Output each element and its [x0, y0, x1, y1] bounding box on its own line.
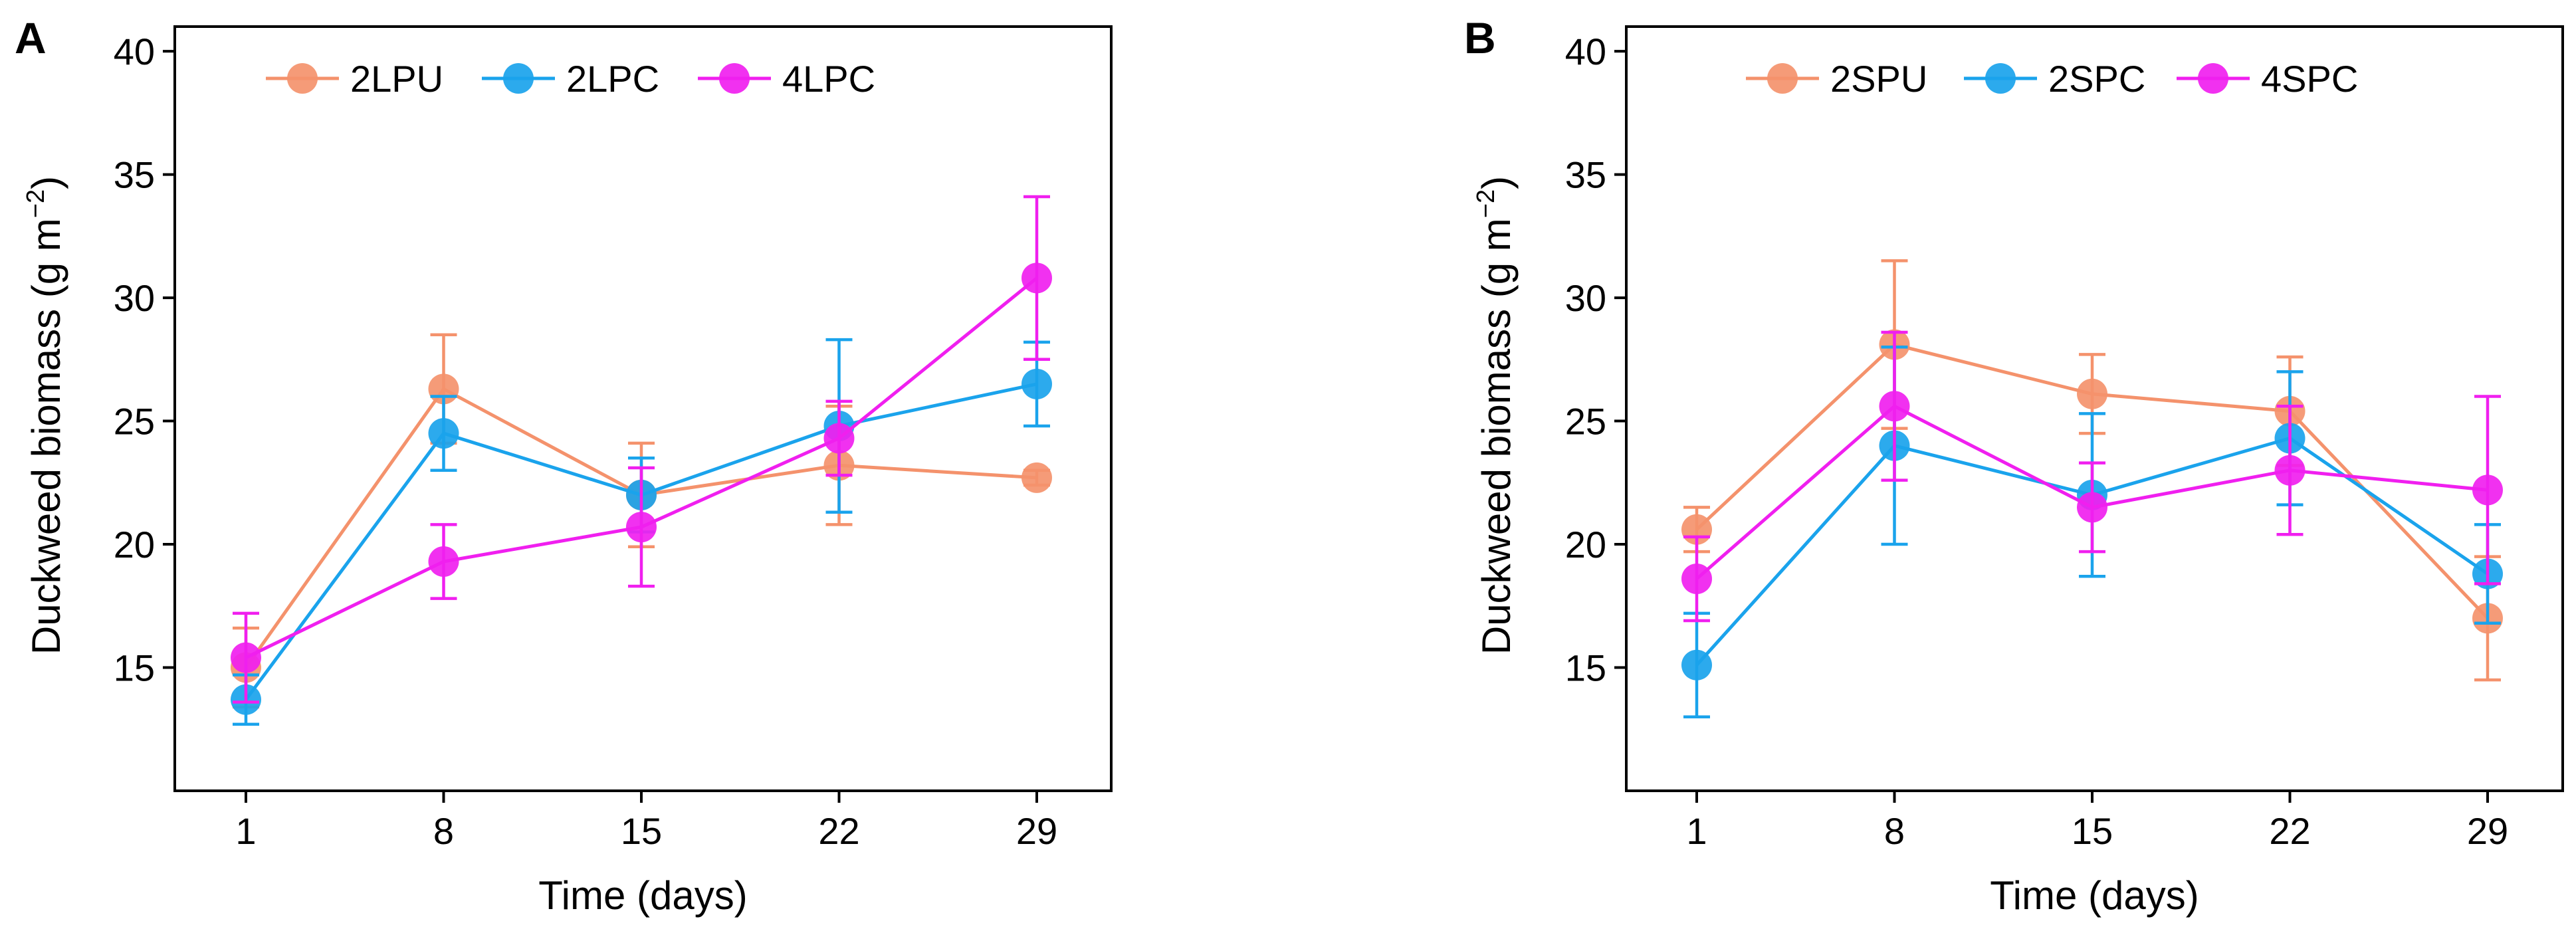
series-4SPC	[1681, 330, 2503, 623]
data-point	[231, 642, 261, 673]
plot-frame	[173, 25, 1113, 792]
data-point	[2077, 378, 2107, 409]
y-tick-label: 15	[1565, 647, 1606, 689]
y-tick-label: 30	[1565, 277, 1606, 319]
y-tick-label: 35	[1565, 154, 1606, 196]
x-tick-label: 1	[235, 810, 256, 852]
y-tick-label: 25	[114, 401, 155, 443]
panel-letter: A	[15, 13, 47, 62]
panel-letter: B	[1464, 13, 1496, 62]
y-axis-title-end: )	[24, 176, 68, 189]
y-axis-title-exponent: −2	[1472, 189, 1500, 218]
data-point	[1879, 391, 1910, 422]
legend-label: 2LPC	[566, 58, 659, 100]
y-axis-title: Duckweed biomass (g m−2)	[22, 176, 68, 655]
y-tick-label: 40	[114, 31, 155, 72]
legend-entry-4SPC: 4SPC	[2177, 58, 2358, 100]
data-point	[626, 512, 657, 543]
legend-label: 2SPU	[1830, 58, 1927, 100]
x-tick-label: 22	[818, 810, 859, 852]
legend-label: 2LPU	[350, 58, 443, 100]
data-point	[823, 423, 855, 454]
legend-entry-2SPU: 2SPU	[1746, 58, 1927, 100]
data-point	[428, 418, 459, 449]
legend-marker	[287, 63, 318, 94]
y-tick-label: 20	[1565, 524, 1606, 566]
data-point	[428, 546, 459, 577]
legend-marker	[503, 63, 534, 94]
legend-entry-4LPC: 4LPC	[698, 58, 875, 100]
y-tick-label: 15	[114, 647, 155, 689]
y-axis-title: Duckweed biomass (g m−2)	[1472, 176, 1519, 655]
legend-marker	[1767, 63, 1798, 94]
data-point	[1021, 368, 1052, 399]
series-4LPC	[231, 195, 1052, 704]
legend-label: 4LPC	[782, 58, 875, 100]
x-tick-label: 29	[1016, 810, 1057, 852]
data-point	[2077, 492, 2107, 523]
panel-b: B 15 20 25 30 35 40 1 8 15 22 29 Time (days) Duckwee…	[1464, 13, 2564, 918]
x-tick-label: 1	[1686, 810, 1707, 852]
x-tick-label: 15	[2072, 810, 2113, 852]
y-axis-title-main: Duckweed biomass (g m	[24, 218, 68, 655]
legend-entry-2LPU: 2LPU	[266, 58, 443, 100]
x-tick-label: 15	[621, 810, 662, 852]
x-axis-title: Time (days)	[538, 873, 747, 918]
legend-label: 2SPC	[2048, 58, 2145, 100]
y-tick-label: 25	[1565, 401, 1606, 443]
legend-entry-2LPC: 2LPC	[482, 58, 659, 100]
y-tick-label: 20	[114, 524, 155, 566]
data-point	[1681, 649, 1712, 680]
y-axis-title-end: )	[1474, 176, 1519, 189]
data-point	[1021, 262, 1052, 294]
y-tick-label: 40	[1565, 31, 1606, 72]
y-tick-label: 30	[114, 277, 155, 319]
x-axis-title: Time (days)	[1990, 873, 2199, 918]
data-point	[2472, 474, 2503, 506]
y-axis-title-main: Duckweed biomass (g m	[1474, 218, 1519, 655]
legend-marker	[719, 63, 750, 94]
x-tick-label: 8	[433, 810, 454, 852]
panel-a: A 15 20 25 30 35 40 1 8 15 22 29 Time (days) Duckwee…	[15, 13, 1113, 918]
x-tick-label: 8	[1884, 810, 1905, 852]
data-point	[1681, 563, 1712, 594]
legend-marker	[2198, 63, 2228, 94]
plot-frame	[1625, 25, 2564, 792]
data-point	[1021, 462, 1052, 493]
x-tick-label: 22	[2269, 810, 2310, 852]
legend-entry-2SPC: 2SPC	[1964, 58, 2145, 100]
x-tick-label: 29	[2467, 810, 2508, 852]
y-axis-title-exponent: −2	[22, 189, 50, 218]
data-point	[2274, 455, 2306, 486]
y-tick-label: 35	[114, 154, 155, 196]
legend-marker	[1985, 63, 2016, 94]
legend-label: 4SPC	[2261, 58, 2358, 100]
